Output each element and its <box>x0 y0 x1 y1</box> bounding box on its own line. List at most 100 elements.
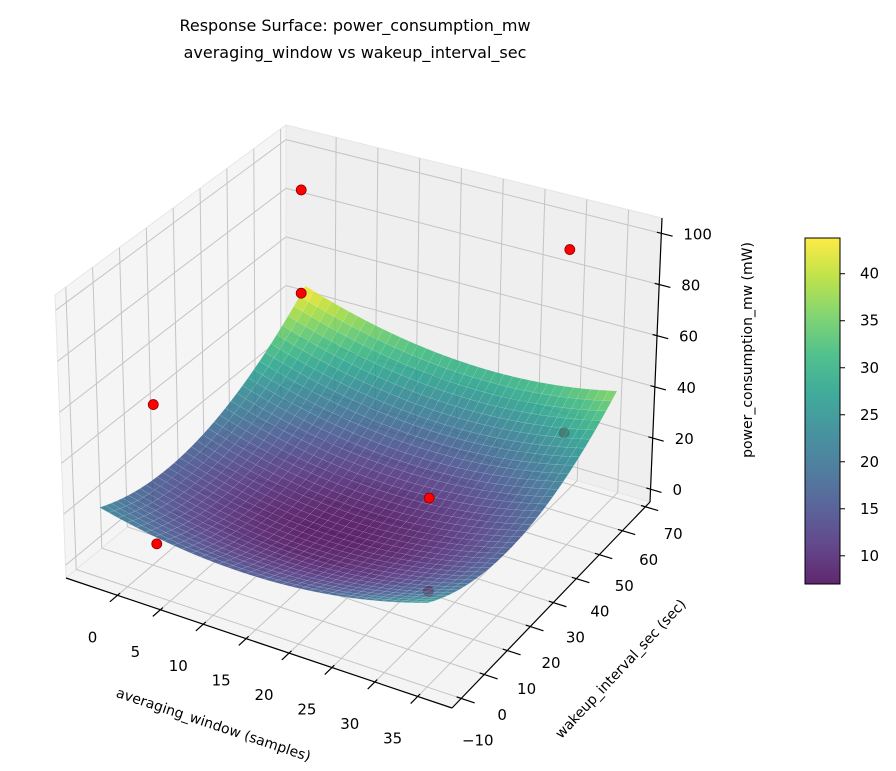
y-tick-mark <box>525 624 544 632</box>
surface-facet <box>501 542 517 549</box>
surface-facet <box>591 410 607 421</box>
z-tick-label: 40 <box>677 379 696 397</box>
y-tick-mark <box>640 504 659 512</box>
x-axis-label: averaging_window (samples) <box>114 685 313 765</box>
x-tick-mark <box>410 693 421 705</box>
z-axis-label: power_consumption_mw (mW) <box>740 242 756 458</box>
gridline-z <box>55 139 287 311</box>
surface-facet <box>485 557 501 564</box>
data-point <box>564 244 576 255</box>
gridline-y <box>226 168 231 442</box>
gridline-z <box>63 333 287 515</box>
surface-facet <box>423 599 439 602</box>
y-axis-label: wakeup_interval_sec (sec) <box>552 597 689 742</box>
response-surface <box>99 285 618 604</box>
x-tick-mark <box>324 664 335 675</box>
x-tick-label: 30 <box>340 715 359 733</box>
x-tick-label: 15 <box>212 672 231 690</box>
z-tick-mark <box>645 487 662 493</box>
data-point <box>423 492 435 504</box>
gridline-x <box>417 492 619 697</box>
data-point <box>295 287 307 299</box>
gridline-x <box>374 480 578 683</box>
y-tick-label: −10 <box>462 732 494 750</box>
x-tick-label: 10 <box>169 657 188 675</box>
colorbar-gradient <box>804 237 841 585</box>
y-tick-label: 70 <box>664 525 683 543</box>
surface-facet <box>538 496 554 505</box>
gridline-y <box>172 208 180 485</box>
z-tick-label: 20 <box>675 430 694 448</box>
y-tick-label: 60 <box>639 551 658 569</box>
y-tick-mark <box>479 672 498 680</box>
x-tick-mark <box>109 592 121 603</box>
y-tick-mark <box>548 600 567 608</box>
z-tick-label: 80 <box>681 277 700 295</box>
colorbar-tick-label: 15 <box>860 500 879 518</box>
z-tick-mark <box>654 282 671 288</box>
y-tick-label: 20 <box>541 654 560 672</box>
gridline-z <box>285 236 658 337</box>
x-tick-mark <box>281 650 292 661</box>
gridline-y <box>199 188 205 464</box>
x-tick-label: 20 <box>254 686 273 704</box>
surface-facet <box>527 510 543 519</box>
z-tick-label: 0 <box>673 481 683 499</box>
gridline-z <box>285 187 660 286</box>
z-tick-mark <box>650 385 667 391</box>
gridline-z <box>61 285 287 464</box>
y-tick-mark <box>502 648 521 656</box>
colorbar-tick-label: 10 <box>860 547 879 565</box>
colorbar-tick-label: 35 <box>860 312 879 330</box>
y-tick-label: 30 <box>566 628 585 646</box>
gridline-z <box>285 139 662 234</box>
y-tick-label: 50 <box>615 577 634 595</box>
surface-facet <box>428 597 444 600</box>
gridline-y <box>145 227 154 506</box>
x-tick-mark <box>152 607 164 617</box>
y-tick-mark <box>617 528 636 536</box>
surface-facet <box>418 601 433 604</box>
z-axis-line <box>649 217 663 503</box>
z-tick-label: 60 <box>679 328 698 346</box>
colorbar-tick-label: 25 <box>860 406 879 424</box>
y-tick-mark <box>456 696 475 704</box>
chart-subtitle: averaging_window vs wakeup_interval_sec <box>184 43 527 63</box>
surface-facet <box>490 552 507 559</box>
x-tick-label: 25 <box>297 701 316 719</box>
surface-facet <box>464 575 481 581</box>
gridline-z <box>57 187 287 362</box>
z-tick-label: 100 <box>683 225 712 243</box>
gridline-y <box>92 267 103 549</box>
x-tick-mark <box>367 679 378 690</box>
gridline-y <box>76 569 462 699</box>
y-tick-label: 10 <box>517 680 536 698</box>
y-tick-label: 40 <box>590 603 609 621</box>
z-tick-mark <box>656 231 673 237</box>
gridline-z <box>59 236 287 413</box>
y-tick-label: 0 <box>497 706 507 724</box>
z-tick-mark <box>648 436 664 442</box>
y-tick-mark <box>571 576 590 584</box>
data-point <box>147 399 159 410</box>
colorbar-tick-label: 30 <box>860 359 879 377</box>
x-tick-mark <box>238 635 250 646</box>
x-tick-label: 35 <box>383 729 402 747</box>
chart-title: Response Surface: power_consumption_mw <box>179 16 530 36</box>
surface-facet <box>459 579 476 584</box>
data-point <box>295 184 307 196</box>
colorbar-tick-label: 20 <box>860 453 879 471</box>
gridline-x <box>617 209 630 493</box>
gridline-y <box>65 287 77 570</box>
y-axis-line <box>451 501 651 709</box>
colorbar: 10 15 20 25 30 35 40 <box>804 237 879 585</box>
surface-facet <box>532 503 548 512</box>
x-tick-mark <box>195 621 207 632</box>
gridline-y <box>118 247 128 527</box>
visible-points <box>147 184 576 504</box>
colorbar-tick-label: 40 <box>860 265 879 283</box>
x-tick-label: 5 <box>131 643 141 661</box>
x-axis-line <box>65 577 453 709</box>
